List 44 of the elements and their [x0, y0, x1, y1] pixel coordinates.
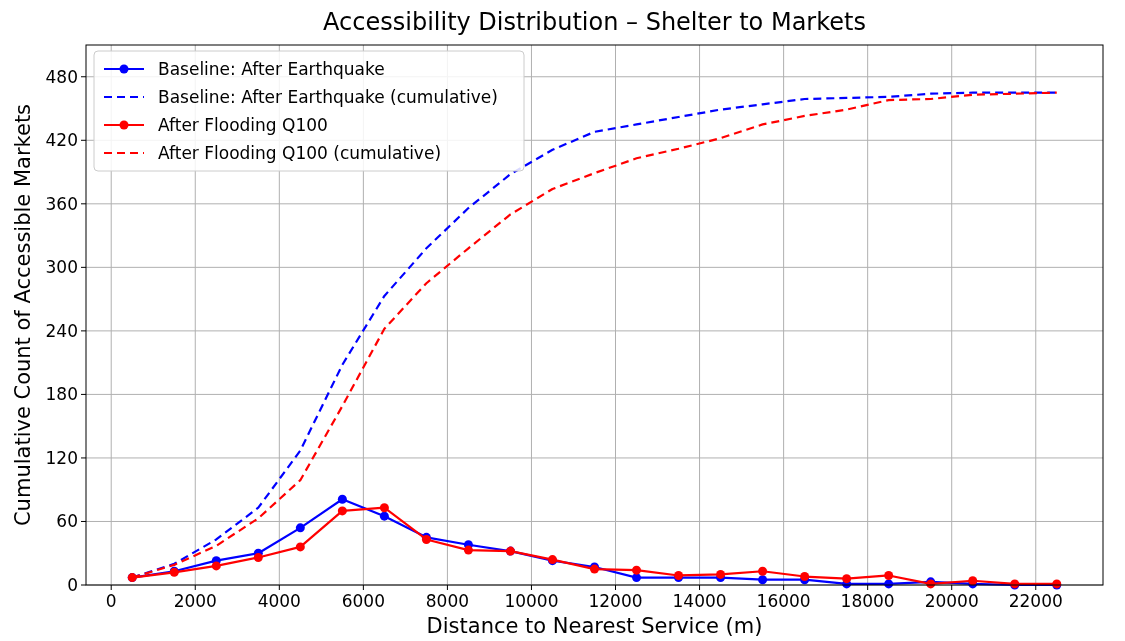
point — [884, 570, 894, 580]
y-tick-label: 360 — [45, 193, 78, 214]
legend-label: After Flooding Q100 (cumulative) — [158, 143, 442, 163]
point — [758, 566, 768, 576]
point — [211, 561, 221, 571]
legend-label: Baseline: After Earthquake — [158, 59, 385, 79]
point — [295, 542, 305, 552]
legend-label: Baseline: After Earthquake (cumulative) — [158, 87, 498, 107]
x-tick-label: 2000 — [173, 591, 217, 611]
y-tick-label: 120 — [45, 447, 78, 468]
point — [379, 503, 389, 513]
x-tick-label: 6000 — [341, 591, 385, 611]
x-tick-label: 20000 — [924, 591, 979, 611]
point — [253, 552, 263, 562]
x-tick-label: 14000 — [672, 591, 727, 611]
point — [337, 506, 347, 516]
point — [463, 545, 473, 555]
y-tick-label: 420 — [45, 130, 78, 151]
point — [337, 494, 347, 504]
y-axis-title: Cumulative Count of Accessible Markets — [11, 103, 35, 527]
x-tick-label: 18000 — [840, 591, 895, 611]
x-axis-title: Distance to Nearest Service (m) — [426, 614, 763, 638]
chart-title: Accessibility Distribution – Shelter to Markets — [323, 8, 866, 36]
x-tick-label: 12000 — [588, 591, 643, 611]
y-tick-label: 0 — [67, 575, 78, 595]
y-tick-label: 180 — [45, 384, 78, 405]
point — [379, 511, 389, 521]
y-tick-label: 240 — [45, 320, 78, 341]
x-tick-label: 4000 — [257, 591, 301, 611]
y-tick-label: 300 — [45, 257, 78, 278]
x-tick-label: 0 — [105, 591, 117, 611]
x-tick-label: 16000 — [756, 591, 811, 611]
x-tick-label: 8000 — [425, 591, 470, 611]
point — [758, 575, 768, 585]
x-tick-label: 22000 — [1008, 591, 1063, 611]
point — [632, 565, 642, 575]
x-tick-label: 10000 — [504, 591, 559, 611]
legend-label: After Flooding Q100 — [158, 115, 328, 135]
y-tick-label: 480 — [45, 66, 78, 87]
point — [632, 573, 642, 583]
point — [716, 569, 726, 579]
y-tick-label: 60 — [56, 511, 78, 532]
point — [842, 574, 852, 584]
point — [295, 523, 305, 533]
